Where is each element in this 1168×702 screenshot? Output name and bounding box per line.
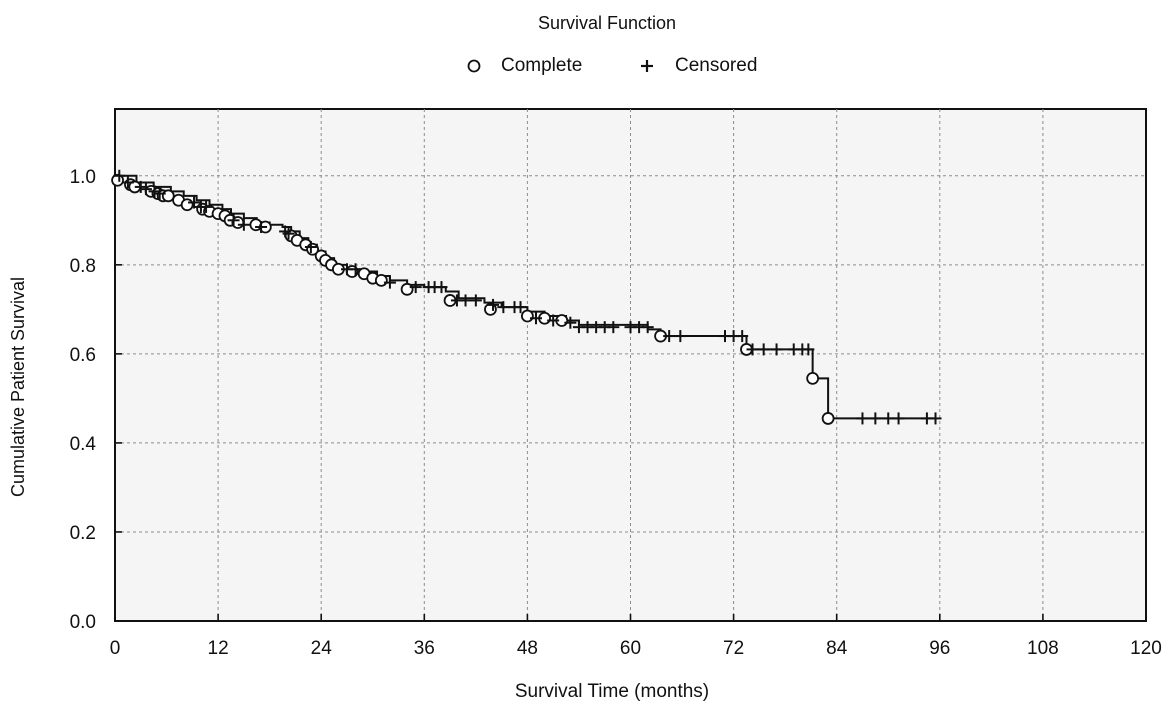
complete-point	[161, 189, 175, 203]
x-tick-label: 96	[929, 638, 950, 659]
censored-point	[255, 220, 268, 233]
censored-point	[746, 343, 759, 356]
censored-point	[892, 412, 905, 425]
chart-title: Survival Function	[538, 13, 676, 33]
complete-point	[821, 412, 835, 425]
censored-point	[349, 263, 362, 276]
censored-series	[113, 169, 942, 425]
censored-point	[188, 196, 201, 209]
censored-point	[383, 276, 396, 289]
y-tick-label: 0.8	[70, 256, 96, 277]
y-tick-label: 0.2	[70, 523, 96, 544]
x-tick-label: 72	[723, 638, 744, 659]
legend-censored-label: Censored	[675, 55, 757, 76]
censored-point	[607, 321, 620, 334]
censored-point	[282, 227, 295, 240]
censored-point	[663, 330, 676, 343]
censored-point	[469, 294, 482, 307]
y-tick-label: 0.0	[70, 612, 96, 633]
legend-complete-label: Complete	[501, 55, 582, 76]
censored-point	[459, 294, 472, 307]
x-tick-label: 0	[110, 638, 121, 659]
censored-point	[882, 412, 895, 425]
censored-point	[547, 314, 560, 327]
x-tick-label: 48	[517, 638, 538, 659]
censored-point	[564, 316, 577, 329]
x-tick-label: 60	[620, 638, 641, 659]
censored-point	[802, 343, 815, 356]
censored-point	[770, 343, 783, 356]
censored-point	[435, 281, 448, 294]
censored-point	[641, 321, 654, 334]
y-tick-label: 0.6	[70, 345, 96, 366]
censored-point	[514, 301, 527, 314]
x-tick-label: 84	[826, 638, 848, 659]
censored-point	[113, 169, 126, 182]
censored-point	[139, 183, 152, 196]
censored-point	[869, 412, 882, 425]
legend-censored-marker	[641, 60, 653, 72]
censored-point	[200, 200, 213, 213]
legend-complete-marker	[467, 59, 481, 73]
censored-point	[237, 218, 250, 231]
x-axis-ticks: 0 12 24 36 48 60 72 84 96 108 120	[110, 638, 1162, 659]
censored-point	[153, 187, 166, 200]
censored-point	[736, 330, 749, 343]
plot-background	[114, 108, 1147, 622]
complete-point	[806, 371, 820, 385]
censored-point	[497, 301, 510, 314]
y-tick-label: 1.0	[70, 167, 96, 188]
x-tick-label: 24	[311, 638, 333, 659]
complete-point	[374, 274, 388, 287]
censored-point	[856, 412, 869, 425]
grid	[115, 109, 1146, 621]
legend: Complete Censored	[467, 55, 757, 76]
censored-point	[674, 330, 687, 343]
axes-ticks	[114, 174, 1147, 622]
y-axis-ticks: 0.0 0.2 0.4 0.6 0.8 1.0	[70, 167, 97, 633]
censored-point	[121, 176, 134, 189]
censored-point	[757, 343, 770, 356]
x-tick-label: 120	[1130, 638, 1162, 659]
complete-point	[521, 309, 534, 323]
censored-point	[134, 180, 147, 193]
plot-area	[111, 108, 1147, 622]
censored-point	[487, 298, 500, 311]
censored-point	[148, 185, 161, 198]
censored-point	[529, 312, 542, 325]
x-tick-label: 12	[208, 638, 229, 659]
y-tick-label: 0.4	[70, 434, 97, 455]
complete-point	[180, 198, 194, 212]
complete-point	[111, 173, 124, 187]
x-tick-label: 108	[1027, 638, 1059, 659]
y-axis-label: Cumulative Patient Survival	[8, 277, 28, 497]
censored-point	[929, 412, 942, 425]
censored-point	[304, 241, 317, 254]
complete-point	[400, 282, 414, 296]
x-axis-label: Survival Time (months)	[515, 681, 709, 702]
censored-point	[409, 281, 422, 294]
censored-point	[227, 214, 240, 227]
x-tick-label: 36	[414, 638, 435, 659]
